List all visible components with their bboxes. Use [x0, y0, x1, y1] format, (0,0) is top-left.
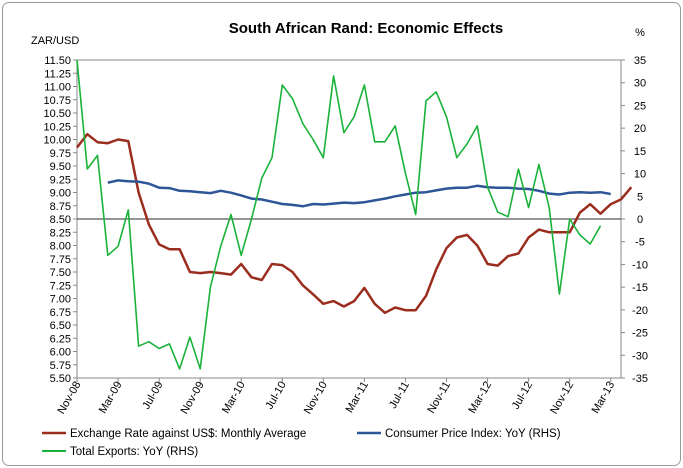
left-tick-label: 7.75: [50, 254, 71, 266]
left-tick-label: 11.50: [44, 55, 71, 67]
plot-area: [76, 59, 622, 379]
left-tick-label: 10.00: [43, 135, 71, 147]
legend-label-exports: Total Exports: YoY (RHS): [70, 446, 198, 458]
x-tick-label: Jul-10: [264, 380, 289, 412]
right-axis-unit: %: [635, 27, 645, 39]
x-tick-label: Mar-13: [590, 380, 618, 416]
right-tick-label: 25: [634, 100, 646, 112]
left-tick-label: 6.50: [50, 320, 71, 332]
right-tick-label: 35: [634, 55, 646, 67]
left-tick-label: 8.75: [50, 201, 71, 213]
right-tick-label: 10: [634, 169, 646, 181]
left-tick-label: 7.00: [50, 294, 71, 306]
left-tick-label: 8.50: [50, 214, 71, 226]
left-tick-label: 8.00: [50, 241, 71, 253]
left-tick-label: 9.25: [50, 174, 71, 186]
cpi-line: [107, 179, 611, 208]
x-tick-label: Nov-11: [425, 380, 453, 416]
left-tick-label: 8.25: [50, 227, 71, 239]
right-tick-label: -5: [635, 237, 645, 249]
legend-label-cpi: Consumer Price Index: YoY (RHS): [385, 428, 561, 440]
right-tick-label: -30: [632, 350, 648, 362]
left-tick-label: 9.00: [50, 188, 71, 200]
right-tick-label: 0: [637, 214, 643, 226]
left-tick-label: 10.50: [43, 108, 71, 120]
left-tick-label: 9.50: [50, 161, 71, 173]
left-tick-label: 5.50: [50, 373, 71, 385]
x-tick-label: Nov-12: [548, 380, 576, 417]
left-tick-label: 7.25: [50, 280, 71, 292]
right-tick-label: -25: [632, 328, 648, 340]
left-tick-label: 6.75: [50, 307, 71, 319]
exchange-rate-line: [76, 132, 633, 315]
x-tick-label: Nov-10: [302, 380, 330, 417]
exports-line: [76, 59, 602, 370]
right-tick-label: -35: [632, 373, 648, 385]
x-tick-label: Mar-10: [220, 380, 248, 416]
x-tick-label: Mar-12: [466, 380, 494, 416]
left-axis-unit: ZAR/USD: [31, 35, 79, 47]
series-lines: [76, 59, 633, 370]
x-tick-label: Mar-11: [344, 380, 371, 415]
x-tick-label: Mar-09: [97, 380, 125, 416]
right-tick-label: -10: [632, 259, 648, 271]
right-axis-ticks: 35 30 25 20 15 10 5 0 -5 -10 -15 -20 -25 -30 -35: [621, 55, 648, 385]
right-tick-label: 5: [637, 191, 643, 203]
right-tick-label: 15: [634, 146, 646, 158]
left-tick-label: 10.25: [43, 121, 71, 133]
left-tick-label: 11.00: [44, 82, 71, 94]
right-tick-label: 30: [634, 78, 646, 90]
right-tick-label: -15: [632, 282, 648, 294]
legend-label-exchange-rate: Exchange Rate against US$: Monthly Avera…: [70, 428, 306, 440]
left-tick-label: 9.75: [50, 148, 71, 160]
left-tick-label: 11.25: [44, 68, 71, 80]
x-tick-label: Nov-09: [179, 380, 207, 417]
left-tick-label: 6.00: [50, 347, 71, 359]
x-tick-label: Jul-11: [387, 380, 412, 411]
x-axis-ticks: Nov-08 Mar-09 Jul-09 Nov-09 Mar-10 Jul-10 Nov-…: [55, 378, 617, 416]
right-tick-label: -20: [632, 305, 648, 317]
left-axis-ticks: 5.505.756.00 6.256.506.757.00 7.257.507.75…: [43, 55, 77, 385]
left-tick-label: 10.75: [43, 95, 71, 107]
x-tick-label: Nov-08: [55, 380, 83, 417]
left-tick-label: 5.75: [50, 360, 71, 372]
chart-title: South African Rand: Economic Effects: [229, 20, 503, 37]
x-tick-label: Jul-12: [510, 380, 535, 412]
x-tick-label: Jul-09: [140, 380, 165, 412]
left-tick-label: 6.25: [50, 333, 71, 345]
legend: Exchange Rate against US$: Monthly Avera…: [42, 428, 561, 458]
left-tick-label: 7.50: [50, 267, 71, 279]
right-tick-label: 20: [634, 123, 646, 135]
